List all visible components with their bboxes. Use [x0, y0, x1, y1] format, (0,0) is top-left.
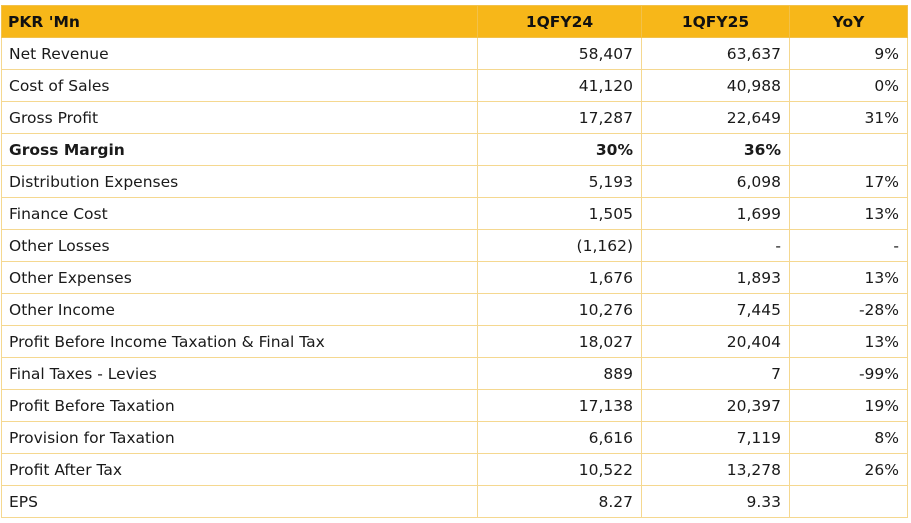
value-1qfy24: 1,676: [477, 261, 642, 294]
header-1qfy24: 1QFY24: [477, 5, 642, 38]
value-1qfy25: 22,649: [641, 101, 790, 134]
table-row: Gross Margin 30% 36%: [1, 133, 908, 166]
value-yoy: -: [789, 229, 908, 262]
value-1qfy24: 18,027: [477, 325, 642, 358]
table-row: EPS 8.27 9.33: [1, 485, 908, 518]
value-1qfy25: -: [641, 229, 790, 262]
value-1qfy25: 20,397: [641, 389, 790, 422]
table-row: Finance Cost 1,505 1,699 13%: [1, 197, 908, 230]
value-yoy: -28%: [789, 293, 908, 326]
row-label: Provision for Taxation: [1, 421, 478, 454]
value-1qfy25: 13,278: [641, 453, 790, 486]
table-row: Other Losses (1,162) - -: [1, 229, 908, 262]
value-1qfy25: 1,699: [641, 197, 790, 230]
value-1qfy25: 7,119: [641, 421, 790, 454]
value-yoy: -99%: [789, 357, 908, 390]
row-label: Finance Cost: [1, 197, 478, 230]
value-1qfy25: 40,988: [641, 69, 790, 102]
value-1qfy24: 5,193: [477, 165, 642, 198]
value-1qfy25: 9.33: [641, 485, 790, 518]
row-label: Gross Margin: [1, 133, 478, 166]
table-row: Other Income 10,276 7,445 -28%: [1, 293, 908, 326]
value-1qfy24: (1,162): [477, 229, 642, 262]
value-yoy: 13%: [789, 197, 908, 230]
row-label: Other Expenses: [1, 261, 478, 294]
value-1qfy24: 1,505: [477, 197, 642, 230]
value-yoy: [789, 133, 908, 166]
value-1qfy25: 7,445: [641, 293, 790, 326]
row-label: Distribution Expenses: [1, 165, 478, 198]
value-1qfy25: 7: [641, 357, 790, 390]
value-yoy: [789, 485, 908, 518]
value-yoy: 31%: [789, 101, 908, 134]
value-yoy: 26%: [789, 453, 908, 486]
table-row: Profit After Tax 10,522 13,278 26%: [1, 453, 908, 486]
table-row: Other Expenses 1,676 1,893 13%: [1, 261, 908, 294]
header-yoy: YoY: [789, 5, 908, 38]
value-yoy: 9%: [789, 37, 908, 70]
table-header-row: PKR 'Mn 1QFY24 1QFY25 YoY: [1, 5, 908, 38]
row-label: Final Taxes - Levies: [1, 357, 478, 390]
value-1qfy24: 8.27: [477, 485, 642, 518]
table-row: Cost of Sales 41,120 40,988 0%: [1, 69, 908, 102]
value-1qfy24: 10,522: [477, 453, 642, 486]
financial-summary-table: PKR 'Mn 1QFY24 1QFY25 YoY Net Revenue 58,…: [1, 5, 908, 518]
row-label: Cost of Sales: [1, 69, 478, 102]
table-row: Provision for Taxation 6,616 7,119 8%: [1, 421, 908, 454]
value-1qfy25: 63,637: [641, 37, 790, 70]
value-1qfy24: 17,138: [477, 389, 642, 422]
value-1qfy24: 889: [477, 357, 642, 390]
value-yoy: 8%: [789, 421, 908, 454]
value-1qfy25: 6,098: [641, 165, 790, 198]
row-label: Profit Before Income Taxation & Final Ta…: [1, 325, 478, 358]
table-row: Gross Profit 17,287 22,649 31%: [1, 101, 908, 134]
value-yoy: 19%: [789, 389, 908, 422]
row-label: Other Income: [1, 293, 478, 326]
row-label: Profit Before Taxation: [1, 389, 478, 422]
value-1qfy24: 30%: [477, 133, 642, 166]
table-row: Profit Before Taxation 17,138 20,397 19%: [1, 389, 908, 422]
table-row: Final Taxes - Levies 889 7 -99%: [1, 357, 908, 390]
header-1qfy25: 1QFY25: [641, 5, 790, 38]
value-1qfy24: 6,616: [477, 421, 642, 454]
value-1qfy25: 36%: [641, 133, 790, 166]
row-label: Net Revenue: [1, 37, 478, 70]
value-1qfy24: 58,407: [477, 37, 642, 70]
table-row: Distribution Expenses 5,193 6,098 17%: [1, 165, 908, 198]
header-currency-unit: PKR 'Mn: [1, 5, 478, 38]
row-label: Profit After Tax: [1, 453, 478, 486]
value-yoy: 17%: [789, 165, 908, 198]
table-row: Profit Before Income Taxation & Final Ta…: [1, 325, 908, 358]
row-label: Gross Profit: [1, 101, 478, 134]
row-label: EPS: [1, 485, 478, 518]
value-1qfy24: 41,120: [477, 69, 642, 102]
value-yoy: 0%: [789, 69, 908, 102]
value-1qfy25: 20,404: [641, 325, 790, 358]
value-1qfy25: 1,893: [641, 261, 790, 294]
value-1qfy24: 17,287: [477, 101, 642, 134]
table-row: Net Revenue 58,407 63,637 9%: [1, 37, 908, 70]
value-yoy: 13%: [789, 261, 908, 294]
table-body: Net Revenue 58,407 63,637 9% Cost of Sales 41…: [1, 37, 908, 518]
row-label: Other Losses: [1, 229, 478, 262]
value-1qfy24: 10,276: [477, 293, 642, 326]
value-yoy: 13%: [789, 325, 908, 358]
